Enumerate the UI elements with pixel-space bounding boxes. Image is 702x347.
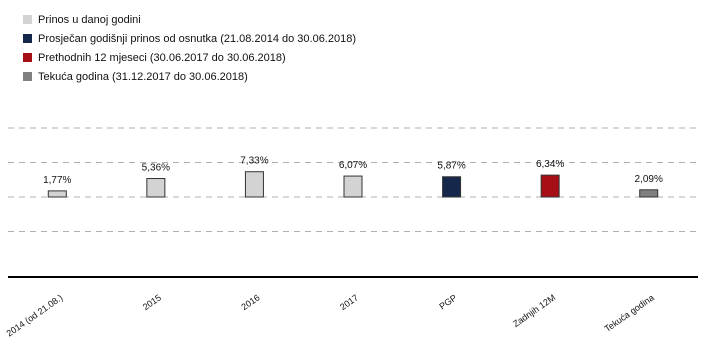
tick-label: Zadnjih 12M — [511, 292, 557, 329]
bar — [244, 171, 264, 198]
data-label: 6,34% — [536, 159, 564, 170]
data-label: 2,09% — [635, 174, 663, 185]
bar — [47, 190, 67, 198]
bar — [639, 189, 659, 198]
legend-swatch-average-return — [23, 34, 32, 43]
legend-label-average-return: Prosječan godišnji prinos od osnutka (21… — [38, 32, 357, 45]
legend-label-last-12-months: Prethodnih 12 mjeseci (30.06.2017 do 30.… — [38, 51, 286, 64]
legend-item-last-12-months: Prethodnih 12 mjeseci (30.06.2017 do 30.… — [23, 48, 356, 67]
value-labels: 1,77% 5,36% 7,33% 6,07% 5,87% 6,34% 2,09% — [43, 156, 663, 186]
bar — [343, 175, 363, 198]
legend-label-current-year: Tekuća godina (31.12.2017 do 30.06.2018) — [38, 70, 248, 83]
tick-label: 2014 (od 21.08.) — [5, 292, 65, 338]
chart-legend: Prinos u danoj godini Prosječan godišnji… — [23, 10, 356, 86]
x-tick-labels: 2014 (od 21.08.) 2015 2016 2017 PGP Zadnjih 1… — [5, 292, 656, 338]
legend-swatch-current-year — [23, 72, 32, 81]
gridlines — [8, 127, 698, 278]
data-label: 6,07% — [339, 160, 367, 171]
legend-label-annual-return: Prinos u danoj godini — [38, 13, 141, 26]
data-label: 1,77% — [43, 175, 71, 186]
tick-label: 2015 — [141, 292, 163, 312]
legend-swatch-annual-return — [23, 15, 32, 24]
legend-item-average-return: Prosječan godišnji prinos od osnutka (21… — [23, 29, 356, 48]
legend-item-current-year: Tekuća godina (31.12.2017 do 30.06.2018) — [23, 67, 356, 86]
bar — [540, 174, 560, 198]
bars — [47, 171, 659, 198]
bar — [146, 178, 166, 198]
data-label: 7,33% — [240, 156, 268, 167]
tick-label: Tekuća godina — [603, 292, 656, 333]
data-label: 5,87% — [437, 161, 465, 172]
tick-label: 2017 — [338, 292, 360, 312]
legend-swatch-last-12-months — [23, 53, 32, 62]
bar — [442, 176, 462, 198]
data-label: 5,36% — [142, 163, 170, 174]
tick-label: PGP — [437, 292, 458, 311]
tick-label: 2016 — [239, 292, 261, 312]
legend-item-annual-return: Prinos u danoj godini — [23, 10, 356, 29]
